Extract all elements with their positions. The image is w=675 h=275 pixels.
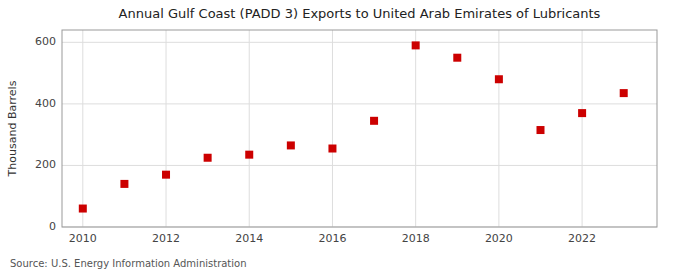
point [162, 171, 170, 179]
point [412, 41, 420, 49]
x-tick-label: 2018 [402, 232, 430, 245]
point [79, 205, 87, 213]
y-tick-label: 600 [35, 35, 56, 48]
point [536, 126, 544, 134]
point [495, 75, 503, 83]
point [620, 89, 628, 97]
y-grid-line [62, 165, 657, 166]
chart-svg: 0 200 400 600 2010 2012 2014 2016 2018 2020 2022 An… [0, 0, 675, 275]
y-tick-label: 200 [35, 158, 56, 171]
x-grid-line [82, 30, 83, 227]
point [120, 180, 128, 188]
chart-container: 0 200 400 600 2010 2012 2014 2016 2018 2020 2022 An… [0, 0, 675, 275]
point [204, 154, 212, 162]
source-note: Source: U.S. Energy Information Administ… [10, 258, 247, 269]
point [370, 117, 378, 125]
x-grid-line [415, 30, 416, 227]
x-grid-line [498, 30, 499, 227]
plot-frame [62, 30, 657, 227]
point [328, 145, 336, 153]
x-tick-label: 2020 [485, 232, 513, 245]
point [578, 109, 586, 117]
y-grid-line [62, 42, 657, 43]
point [453, 54, 461, 62]
title: Annual Gulf Coast (PADD 3) Exports to Un… [119, 6, 601, 21]
y-grid-line [62, 103, 657, 104]
x-grid-line [249, 30, 250, 227]
x-grid-line [166, 30, 167, 227]
point [287, 141, 295, 149]
grid [62, 30, 657, 227]
y-axis-label: Thousand Barrels [6, 80, 19, 177]
x-grid-line [582, 30, 583, 227]
x-tick-label: 2022 [568, 232, 596, 245]
x-tick-label: 2010 [69, 232, 97, 245]
y-tick-label: 0 [49, 220, 56, 233]
x-tick-label: 2014 [235, 232, 263, 245]
y-tick-label: 400 [35, 97, 56, 110]
point [245, 151, 253, 159]
points [79, 41, 628, 212]
x-tick-label: 2012 [152, 232, 180, 245]
x-tick-label: 2016 [318, 232, 346, 245]
x-grid-line [332, 30, 333, 227]
